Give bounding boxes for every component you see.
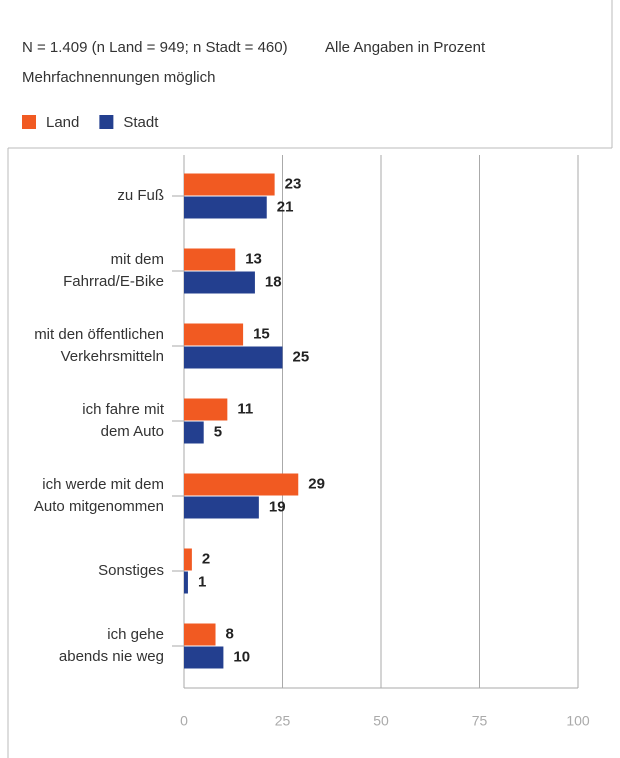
legend-label: Stadt: [123, 114, 159, 131]
legend-swatch: [99, 115, 114, 129]
bar: [184, 646, 224, 669]
bar: [184, 248, 236, 271]
value-label: 1: [198, 573, 206, 590]
value-label: 19: [269, 498, 286, 515]
x-tick-label: 50: [373, 713, 389, 729]
y-tick-label: mit den öffentlichen Verkehrsmitteln: [34, 326, 164, 365]
value-label: 21: [277, 198, 294, 215]
bar: [184, 473, 299, 496]
subtitle: Mehrfachnennungen möglich: [22, 69, 215, 86]
legend-swatch: [22, 115, 36, 129]
bar: [184, 496, 259, 519]
value-label: 10: [233, 648, 250, 665]
x-tick-label: 25: [275, 713, 291, 729]
bar: [184, 346, 283, 369]
note: Alle Angaben in Prozent: [325, 39, 486, 56]
value-label: 25: [293, 348, 310, 365]
value-label: 23: [285, 175, 302, 192]
value-label: 18: [265, 273, 282, 290]
bar: [184, 173, 275, 196]
value-label: 2: [202, 550, 210, 567]
y-tick-label: mit dem Fahrrad/E-Bike: [63, 251, 164, 290]
value-label: 13: [245, 250, 262, 267]
value-label: 8: [226, 625, 234, 642]
chart-title: N = 1.409 (n Land = 949; n Stadt = 460): [22, 39, 288, 56]
y-tick-label: ich werde mit dem Auto mitgenommen: [34, 476, 164, 515]
bar: [184, 271, 255, 294]
x-tick-label: 0: [180, 713, 188, 729]
x-tick-label: 75: [472, 713, 488, 729]
value-label: 15: [253, 325, 270, 342]
bar: [184, 571, 188, 594]
bar: [184, 421, 204, 444]
bar: [184, 398, 228, 421]
bar: [184, 323, 244, 346]
bar: [184, 548, 192, 571]
legend-label: Land: [46, 114, 79, 131]
value-label: 5: [214, 423, 222, 440]
value-label: 11: [237, 400, 253, 417]
bar: [184, 623, 216, 646]
y-tick-label: zu Fuß: [117, 187, 164, 204]
y-tick-label: ich fahre mit dem Auto: [82, 401, 165, 440]
y-tick-label: Sonstiges: [98, 562, 164, 579]
value-label: 29: [308, 475, 325, 492]
y-tick-label: ich gehe abends nie weg: [59, 626, 164, 665]
bar: [184, 196, 267, 219]
x-tick-label: 100: [566, 713, 590, 729]
